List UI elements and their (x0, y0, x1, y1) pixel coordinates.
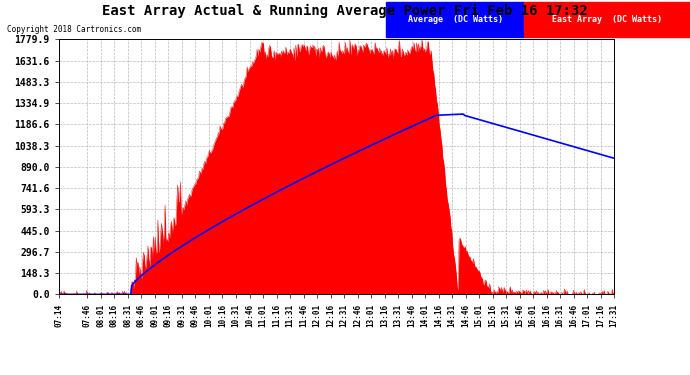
Text: East Array  (DC Watts): East Array (DC Watts) (552, 15, 662, 24)
FancyBboxPatch shape (524, 2, 690, 38)
Text: East Array Actual & Running Average Power Fri Feb 16 17:32: East Array Actual & Running Average Powe… (102, 4, 588, 18)
Text: Copyright 2018 Cartronics.com: Copyright 2018 Cartronics.com (7, 25, 141, 34)
FancyBboxPatch shape (386, 2, 524, 38)
Text: Average  (DC Watts): Average (DC Watts) (408, 15, 503, 24)
